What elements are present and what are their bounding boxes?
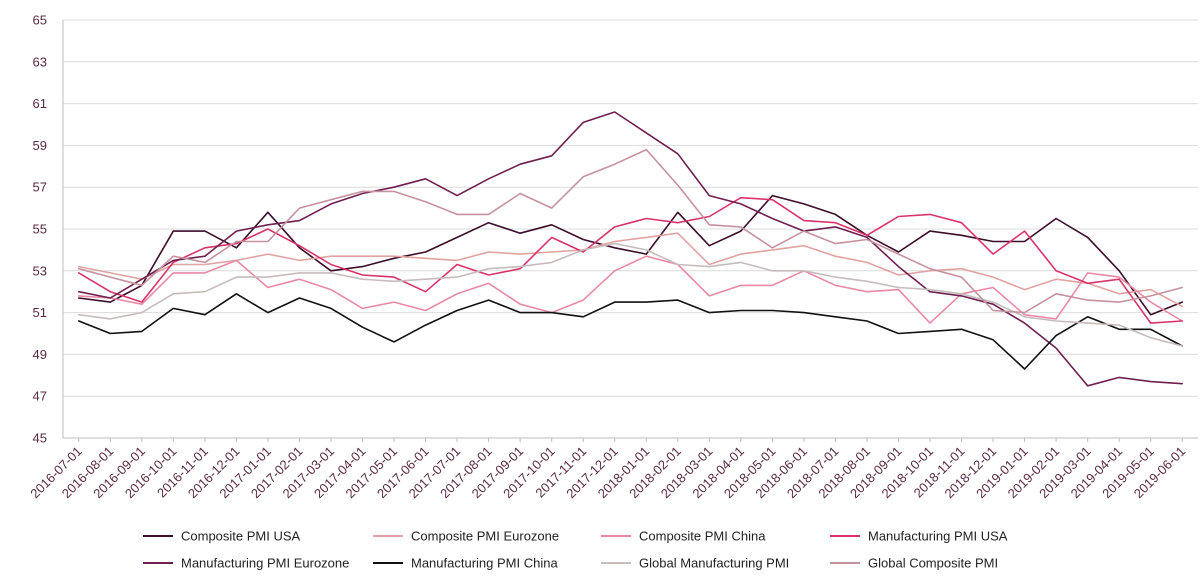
series-line-6	[78, 242, 1183, 347]
grid-lines	[63, 19, 1198, 397]
series-line-7	[78, 148, 1183, 314]
legend: Composite PMI USA Composite PMI Eurozone C…	[143, 529, 1008, 571]
legend-label: Global Manufacturing PMI	[639, 556, 789, 571]
legend-item: Manufacturing PMI Eurozone	[143, 556, 349, 571]
series-line-4	[78, 111, 1183, 387]
series-lines	[78, 111, 1183, 387]
legend-label: Global Composite PMI	[868, 556, 998, 571]
y-tick-label: 63	[33, 54, 47, 69]
y-tick-label: 55	[33, 222, 47, 237]
legend-item: Global Manufacturing PMI	[601, 556, 789, 571]
series-line-3	[78, 196, 1183, 324]
y-tick-label: 49	[33, 347, 47, 362]
y-tick-label: 51	[33, 305, 47, 320]
series-line-2	[78, 255, 1183, 324]
y-axis-tick-labels: 45 47 49 51 53 55 57 59 61 63 65	[33, 13, 47, 446]
legend-item: Composite PMI Eurozone	[373, 529, 559, 544]
legend-label: Manufacturing PMI Eurozone	[181, 556, 349, 571]
y-tick-label: 61	[33, 96, 47, 111]
legend-item: Manufacturing PMI USA	[830, 529, 1008, 544]
series-line-5	[78, 292, 1183, 370]
series-line-1	[78, 232, 1183, 308]
legend-label: Composite PMI USA	[181, 529, 301, 544]
legend-label: Composite PMI China	[639, 529, 766, 544]
legend-label: Composite PMI Eurozone	[411, 529, 559, 544]
legend-item: Composite PMI China	[601, 529, 766, 544]
y-tick-label: 57	[33, 180, 47, 195]
legend-label: Manufacturing PMI China	[411, 556, 558, 571]
legend-item: Manufacturing PMI China	[373, 556, 558, 571]
legend-label: Manufacturing PMI USA	[868, 529, 1008, 544]
y-tick-label: 65	[33, 13, 47, 28]
y-tick-label: 45	[33, 431, 47, 446]
series-line-0	[78, 194, 1183, 316]
legend-item: Global Composite PMI	[830, 556, 998, 571]
y-tick-label: 59	[33, 138, 47, 153]
y-tick-label: 53	[33, 263, 47, 278]
x-axis-tick-labels: 2016-07-012016-08-012016-09-012016-10-01…	[27, 444, 1188, 502]
y-tick-label: 47	[33, 389, 47, 404]
legend-item: Composite PMI USA	[143, 529, 301, 544]
axes	[62, 20, 1198, 442]
